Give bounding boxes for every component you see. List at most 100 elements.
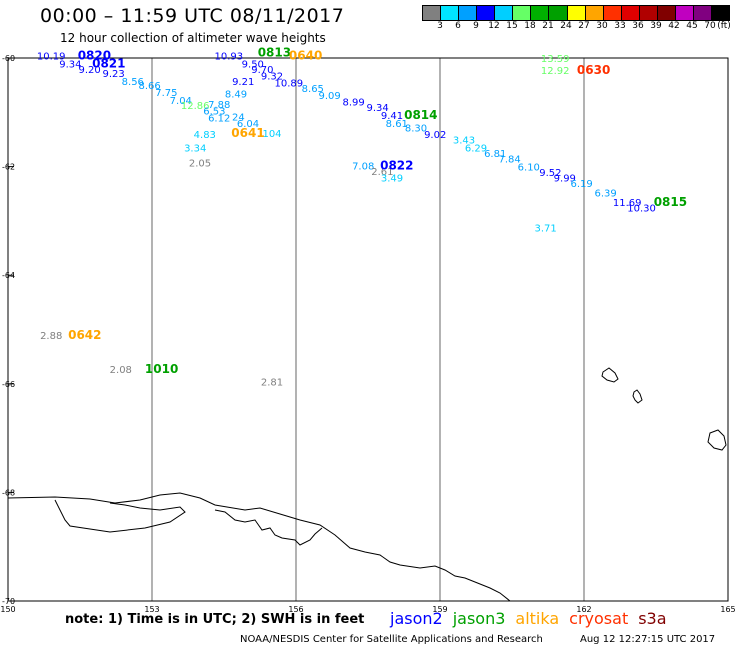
scale-tick-label: 42 [668,21,680,31]
swh-value-label: 8.30 [405,124,427,135]
balleny-island-1 [601,367,619,383]
swh-value-label: 10.93 [214,51,243,62]
swh-value-label: 6.10 [518,163,540,174]
swh-value-label: 9.20 [78,65,100,76]
scale-swatch-5 [513,6,532,20]
scale-swatch-15 [693,6,712,20]
scale-swatch-14 [675,6,694,20]
pass-time-label: 1010 [145,362,178,376]
swh-value-label: 9.23 [102,69,124,80]
swh-value-label: 8.56 [122,77,144,88]
swh-value-label: 13.59 [541,54,570,65]
swh-value-label: 9.34 [59,59,81,70]
pass-time-label: 0641 [231,126,264,140]
color-scale-bar [422,5,730,21]
pass-time-label: 0814 [404,108,437,122]
pass-time-label: 0815 [654,195,687,209]
lon-axis-label: 156 [288,605,303,614]
scale-tick-label: 21 [542,21,554,31]
pass-time-label: 0640 [289,48,322,62]
swh-value-label: 6.12 [208,114,230,125]
swh-value-label: 9.02 [424,130,446,141]
pass-time-label: 0820 [78,48,111,62]
swh-value-label: 6.81 [484,149,506,160]
scale-tick-label: 36 [632,21,644,31]
swh-value-label: 10.30 [627,203,656,214]
balleny-island-2 [632,389,643,404]
swh-value-label: 2.81 [261,378,283,389]
satellite-cryosat: cryosat [569,609,629,628]
swh-value-label: 8.65 [302,84,324,95]
pass-time-label: 0821 [92,56,125,70]
swh-value-label: 7.75 [155,88,177,99]
swh-value-label: 9.99 [554,173,576,184]
swh-value-label: 10.89 [274,78,303,89]
swh-value-label: 6.04 [237,119,259,130]
scale-swatch-12 [639,6,658,20]
pass-time-label: 0630 [577,63,610,77]
swh-value-label: 9.21 [232,77,254,88]
scale-tick-label: 39 [650,21,662,31]
scale-swatch-2 [459,6,478,20]
swh-value-label: 9.70 [251,65,273,76]
swh-value-label: 10.19 [37,51,66,62]
pass-time-label: 0642 [68,328,101,342]
satellite-altika: altika [515,609,560,628]
swh-value-label: 9.09 [318,91,340,102]
scale-swatch-4 [495,6,514,20]
footer: note: 1) Time is in UTC; 2) SWH is in fe… [0,609,740,650]
swh-value-label: 6.39 [594,189,616,200]
swh-value-label: 24 [232,113,245,124]
pass-time-label: 0813 [258,46,291,60]
scale-swatch-13 [657,6,676,20]
scale-tick-label: 70 [704,21,716,31]
scale-tick-label: 9 [473,21,479,31]
satellite-jason3: jason3 [452,609,506,628]
swh-value-label: 9.32 [261,71,283,82]
swh-value-label: 7.04 [170,96,192,107]
scale-tick-label: 27 [578,21,590,31]
scale-tick-label: 12 [488,21,500,31]
swh-value-label: 8.49 [225,89,247,100]
page-title: 00:00 – 11:59 UTC 08/11/2017 [40,5,345,27]
footer-note: note: 1) Time is in UTC; 2) SWH is in fe… [65,612,365,627]
scale-unit-label: (ft) [717,21,731,31]
scale-tick-label: 45 [686,21,698,31]
swh-value-label: 9.50 [242,59,264,70]
scale-swatch-7 [549,6,568,20]
satellite-s3a: s3a [638,609,667,628]
swh-value-label: 3.49 [381,173,403,184]
swh-value-label: 9.52 [539,168,561,179]
lon-axis-label: 153 [144,605,159,614]
scale-swatch-3 [477,6,496,20]
scale-swatch-0 [423,6,442,20]
swh-value-label: 9.34 [366,103,388,114]
swh-value-label: 6.29 [465,144,487,155]
swh-value-label: 9.41 [381,111,403,122]
scale-tick-label: 15 [506,21,518,31]
swh-value-label: 2.88 [40,331,62,342]
swh-value-label: 8.61 [386,119,408,130]
timestamp: Aug 12 12:27:15 UTC 2017 [580,634,716,645]
scale-tick-label: 18 [524,21,536,31]
coast-inlet [54,499,186,533]
swh-value-label: 8.99 [342,97,364,108]
scale-swatch-10 [603,6,622,20]
swh-value-label: 7.08 [352,162,374,173]
scale-swatch-16 [712,6,730,20]
satellite-jason2: jason2 [390,609,443,628]
coast-peninsula [214,509,323,546]
lon-axis-label: 159 [432,605,447,614]
swh-value-label: 8.66 [138,81,160,92]
lon-axis-label: 165 [720,605,735,614]
swh-value-label: 6.53 [203,107,225,118]
swh-value-label: 12.86 [181,101,210,112]
scale-swatch-11 [621,6,640,20]
swh-value-label: 3.43 [453,135,475,146]
lon-axis-label: 150 [0,605,15,614]
swh-value-label: 2.61 [371,167,393,178]
scale-swatch-6 [531,6,550,20]
scale-tick-label: 6 [455,21,461,31]
pass-time-label: 0822 [380,159,413,173]
scale-swatch-8 [567,6,586,20]
